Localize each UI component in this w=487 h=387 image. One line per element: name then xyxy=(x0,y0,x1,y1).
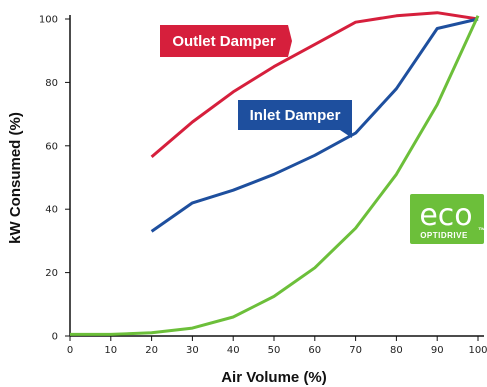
x-tick-label: 0 xyxy=(67,345,73,356)
outlet-damper-line xyxy=(150,11,479,159)
logo-eco-text: eco xyxy=(419,198,472,233)
series-lines xyxy=(70,11,480,336)
x-tick-label: 60 xyxy=(308,345,321,356)
y-tick-label: 0 xyxy=(52,332,58,343)
x-axis-title: Air Volume (%) xyxy=(221,369,327,386)
x-tick-label: 50 xyxy=(268,345,281,356)
x-tick-label: 100 xyxy=(468,345,487,356)
y-tick-label: 60 xyxy=(45,141,58,152)
y-tick-label: 80 xyxy=(45,78,58,89)
x-tick-label: 70 xyxy=(349,345,362,356)
eco-optidrive-line xyxy=(70,15,480,336)
logo-tm-text: ™ xyxy=(478,226,487,235)
inlet-damper-label: Inlet Damper xyxy=(238,100,352,138)
y-tick-label: 40 xyxy=(45,205,58,216)
outlet-damper-label: Outlet Damper xyxy=(160,25,292,57)
x-tick-label: 80 xyxy=(390,345,403,356)
x-axis-ticks: 0 10 20 30 40 50 60 70 80 90 100 xyxy=(67,336,487,356)
logo-background xyxy=(410,194,484,244)
y-axis-title: kW Consumed (%) xyxy=(7,112,24,244)
y-axis-ticks: 0 20 40 60 80 100 xyxy=(39,15,70,343)
axes xyxy=(69,15,484,337)
x-tick-label: 40 xyxy=(227,345,240,356)
x-tick-label: 90 xyxy=(431,345,444,356)
logo-brand-text: OPTIDRIVE xyxy=(420,231,468,240)
x-tick-label: 20 xyxy=(145,345,158,356)
inlet-damper-line xyxy=(150,17,479,233)
inlet-damper-label-text: Inlet Damper xyxy=(250,107,341,124)
outlet-damper-label-text: Outlet Damper xyxy=(172,33,276,50)
x-tick-label: 30 xyxy=(186,345,199,356)
x-tick-label: 10 xyxy=(104,345,117,356)
y-tick-label: 20 xyxy=(45,268,58,279)
eco-optidrive-logo: eco OPTIDRIVE ™ xyxy=(410,194,487,244)
y-tick-label: 100 xyxy=(39,15,58,26)
